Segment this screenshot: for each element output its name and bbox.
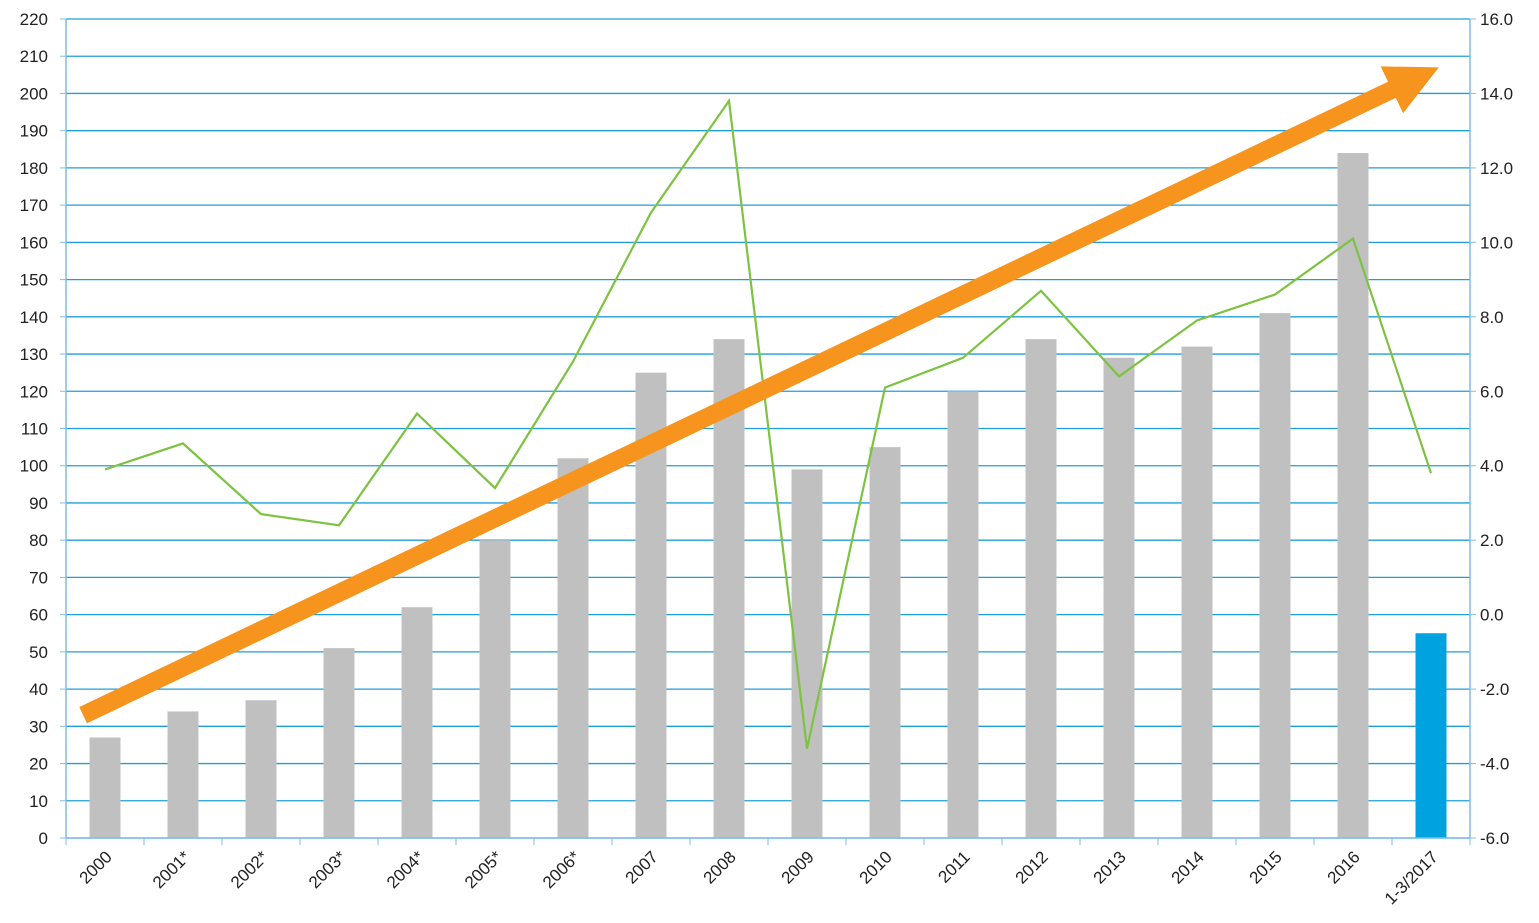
x-axis-tick-labels: 2000 2001* 2002* 2003* 2004* 2005* 2006* 2007 20…	[76, 847, 1442, 908]
x-tick-label: 2015	[1246, 847, 1286, 887]
bar	[557, 458, 589, 838]
y-tick-label: 140	[20, 308, 48, 327]
y-tick-label: 190	[20, 122, 48, 141]
y-tick-label: 30	[29, 717, 48, 736]
bar	[1181, 346, 1213, 838]
y-tick-label: 60	[29, 606, 48, 625]
bar	[1025, 339, 1057, 838]
x-tick-label: 2008	[700, 847, 740, 887]
y-tick-label: 40	[29, 680, 48, 699]
x-tick-label: 2004*	[383, 847, 428, 892]
right-axis-tick-labels: -6.0 -4.0 -2.0 0.0 2.0 4.0 6.0 8.0 10.0 12.0 14.0 1…	[1480, 10, 1513, 848]
x-tick-label: 2005*	[461, 847, 506, 892]
y2-tick-label: 2.0	[1480, 531, 1504, 550]
y2-tick-label: 10.0	[1480, 233, 1513, 252]
bar	[1259, 313, 1291, 838]
y-tick-label: 50	[29, 643, 48, 662]
y-tick-label: 220	[20, 10, 48, 29]
y2-tick-label: -6.0	[1480, 829, 1509, 848]
y2-tick-label: 12.0	[1480, 159, 1513, 178]
y-tick-label: 10	[29, 792, 48, 811]
x-tick-label: 2003*	[305, 847, 350, 892]
y-tick-label: 170	[20, 196, 48, 215]
x-tick-label: 2012	[1012, 847, 1052, 887]
y-tick-label: 160	[20, 233, 48, 252]
y-tick-label: 120	[20, 382, 48, 401]
y2-tick-label: 0.0	[1480, 606, 1504, 625]
x-tick-label: 2013	[1090, 847, 1130, 887]
bar	[1415, 633, 1447, 838]
bar	[947, 391, 979, 838]
y-tick-label: 200	[20, 84, 48, 103]
y2-tick-label: 6.0	[1480, 382, 1504, 401]
bar	[869, 447, 901, 838]
axes	[60, 18, 1476, 845]
line-series	[104, 97, 1433, 749]
y2-tick-label: -4.0	[1480, 755, 1509, 774]
y-tick-label: 90	[29, 494, 48, 513]
x-tick-label: 2010	[856, 847, 896, 887]
y-tick-label: 210	[20, 47, 48, 66]
x-tick-label: 2014	[1168, 847, 1208, 887]
bar	[713, 339, 745, 838]
x-tick-label: 2009	[778, 847, 818, 887]
x-tick-label: 2002*	[227, 847, 272, 892]
y-tick-label: 130	[20, 345, 48, 364]
y2-tick-label: 4.0	[1480, 457, 1504, 476]
x-tick-label: 2016	[1324, 847, 1364, 887]
y2-tick-label: 16.0	[1480, 10, 1513, 29]
y-tick-label: 150	[20, 271, 48, 290]
left-axis-tick-labels: 0 10 20 30 40 50 60 70 80 90 100 110 120 130 140 150 160…	[20, 10, 48, 848]
y2-tick-label: 8.0	[1480, 308, 1504, 327]
y-tick-label: 0	[39, 829, 48, 848]
trend-arrow	[79, 66, 1439, 724]
y-tick-label: 100	[20, 457, 48, 476]
bar	[323, 648, 355, 838]
x-tick-label: 2000	[76, 847, 116, 887]
x-tick-label: 1-3/2017	[1381, 847, 1442, 908]
x-tick-label: 2007	[622, 847, 662, 887]
y-tick-label: 70	[29, 568, 48, 587]
bar	[89, 737, 121, 838]
trend-arrow-shape	[79, 66, 1439, 724]
x-tick-label: 2001*	[149, 847, 194, 892]
y-tick-label: 20	[29, 755, 48, 774]
bar	[245, 700, 277, 838]
bar	[479, 540, 511, 838]
y-tick-label: 110	[21, 420, 48, 439]
y2-tick-label: -2.0	[1480, 680, 1509, 699]
y-tick-label: 80	[29, 531, 48, 550]
y2-tick-label: 14.0	[1480, 84, 1513, 103]
bar	[401, 607, 433, 838]
bar	[1103, 357, 1135, 838]
bar	[167, 711, 199, 838]
bar-series	[89, 153, 1447, 838]
bar	[1337, 153, 1369, 838]
x-tick-label: 2006*	[539, 847, 584, 892]
x-tick-label: 2011	[935, 847, 974, 886]
line-path	[104, 97, 1433, 749]
y-tick-label: 180	[20, 159, 48, 178]
